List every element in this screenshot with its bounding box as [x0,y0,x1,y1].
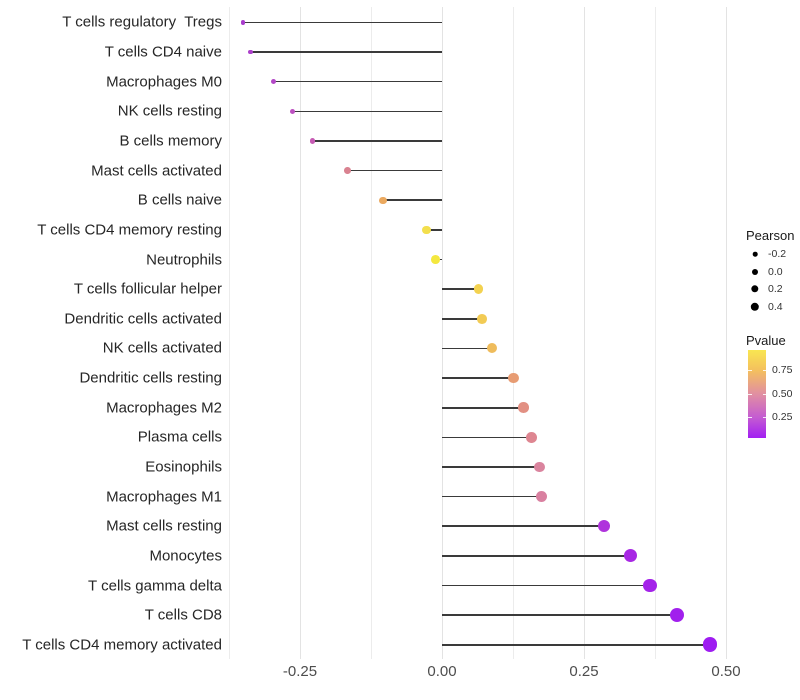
lollipop-dot [525,431,537,443]
y-tick-label: T cells gamma delta [88,577,222,595]
lollipop-dot [518,402,530,414]
gridline [371,7,372,659]
y-tick-label: B cells naive [137,191,222,209]
lollipop-dot [344,167,352,174]
lollipop-dot [624,549,638,563]
lollipop-stem [312,140,442,142]
y-tick-label: T cells CD4 memory resting [37,221,222,239]
y-tick-label: NK cells resting [117,102,222,120]
lollipop-stem [243,21,442,24]
size-legend-dot [750,302,760,311]
y-tick-label: Macrophages M0 [106,73,222,91]
lollipop-stem [442,436,532,439]
lollipop-dot [289,108,296,115]
lollipop-dot [248,49,253,55]
colorbar-tick [762,369,766,371]
gridline [584,7,585,659]
colorbar-tick [748,393,752,395]
lollipop-stem [292,110,442,113]
chart-panel [228,7,742,659]
gridline [513,7,514,659]
lollipop-dot [422,225,431,235]
lollipop-dot [241,20,246,25]
lollipop-dot [309,138,316,144]
y-tick-label: Dendritic cells activated [64,310,222,328]
lollipop-stem [442,555,631,557]
colorbar-tick [748,369,752,371]
y-tick-label: Mast cells resting [106,517,222,535]
lollipop-stem [273,80,442,83]
colorbar-tick [762,393,766,395]
lollipop-stem [426,229,442,231]
y-tick-label: Dendritic cells resting [79,369,222,387]
x-tick-label: 0.25 [569,663,599,680]
lollipop-stem [442,584,650,587]
lollipop-stem [382,199,442,202]
y-tick-label: B cells memory [119,132,222,150]
size-legend-dot [751,285,759,293]
size-legend-label: 0.4 [768,300,783,313]
y-tick-label: T cells CD4 memory activated [22,636,222,654]
size-legend-label: 0.2 [768,283,783,295]
size-legend-label: 0.0 [768,265,783,278]
size-legend-dot [752,268,758,275]
lollipop-stem [347,169,442,172]
y-tick-label: Monocytes [149,547,222,565]
colorbar-tick [748,417,752,419]
x-tick-label: -0.25 [282,663,318,680]
lollipop-dot [643,578,657,593]
gridline [655,7,656,659]
lollipop-stem [442,318,482,320]
gridline [229,7,230,659]
colorbar-tick-label: 0.50 [772,387,793,400]
lollipop-dot [487,343,497,354]
y-tick-label: T cells follicular helper [73,280,222,298]
y-tick-label: NK cells activated [102,339,222,357]
y-tick-label: T cells regulatory Tregs [62,13,222,31]
y-tick-label: Plasma cells [137,428,222,446]
color-legend-title: Pvalue [746,333,786,348]
lollipop-stem [442,525,604,528]
y-tick-label: Neutrophils [146,251,222,269]
y-tick-label: T cells CD8 [144,606,222,624]
lollipop-dot [702,637,718,653]
y-tick-label: Mast cells activated [91,162,222,180]
colorbar-tick-label: 0.75 [772,363,793,376]
colorbar-tick-label: 0.25 [772,411,793,424]
lollipop-dot [534,461,546,473]
lollipop-dot [379,196,387,204]
lollipop-dot [669,608,684,623]
lollipop-dot [270,79,276,85]
lollipop-stem [442,466,540,468]
lollipop-stem [442,614,677,616]
gridline [300,7,301,659]
lollipop-dot [508,372,519,384]
y-tick-label: Eosinophils [145,458,222,476]
lollipop-stem [442,347,492,350]
lollipop-stem [442,644,711,646]
pvalue-colorbar [748,350,766,438]
size-legend-label: -0.2 [768,248,787,260]
size-legend-title: Pearson [746,228,795,243]
lollipop-stem [442,495,542,498]
lollipop-stem [442,406,524,409]
y-tick-label: Macrophages M2 [106,399,222,417]
lollipop-dot [476,313,487,324]
lollipop-dot [430,255,440,264]
lollipop-dot [597,520,611,533]
size-legend-dot [752,251,758,257]
lollipop-dot [535,491,547,503]
y-tick-label: Macrophages M1 [106,488,222,506]
x-tick-label: 0.00 [427,663,457,680]
lollipop-stem [442,377,514,379]
gridline [442,7,443,659]
lollipop-stem [250,51,442,53]
lollipop-stem [442,288,479,290]
colorbar-tick [762,417,766,419]
y-tick-label: T cells CD4 naive [104,43,222,61]
lollipop-dot [473,284,484,294]
x-tick-label: 0.50 [711,663,741,680]
gridline [726,7,727,659]
